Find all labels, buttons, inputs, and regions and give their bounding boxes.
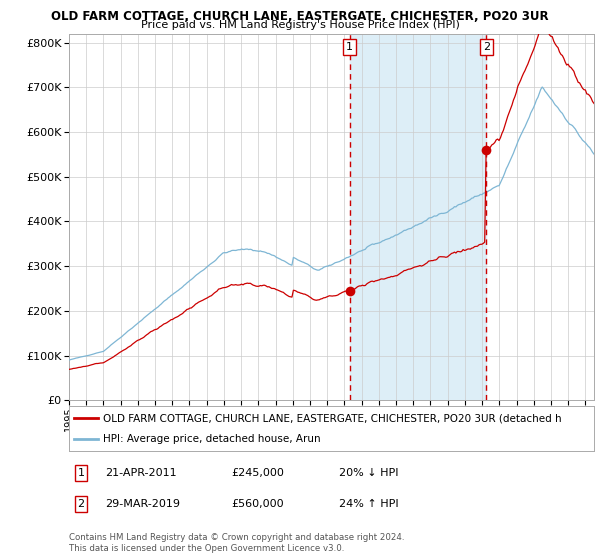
Text: 1: 1 bbox=[346, 42, 353, 52]
Text: 2: 2 bbox=[482, 42, 490, 52]
Text: £245,000: £245,000 bbox=[231, 468, 284, 478]
Text: 2: 2 bbox=[77, 499, 85, 509]
Text: 1: 1 bbox=[77, 468, 85, 478]
Text: HPI: Average price, detached house, Arun: HPI: Average price, detached house, Arun bbox=[103, 433, 321, 444]
Text: Price paid vs. HM Land Registry's House Price Index (HPI): Price paid vs. HM Land Registry's House … bbox=[140, 20, 460, 30]
Text: 24% ↑ HPI: 24% ↑ HPI bbox=[339, 499, 398, 509]
Text: Contains HM Land Registry data © Crown copyright and database right 2024.
This d: Contains HM Land Registry data © Crown c… bbox=[69, 533, 404, 553]
Bar bbox=[350, 34, 486, 400]
Text: 21-APR-2011: 21-APR-2011 bbox=[105, 468, 176, 478]
Text: 20% ↓ HPI: 20% ↓ HPI bbox=[339, 468, 398, 478]
Text: OLD FARM COTTAGE, CHURCH LANE, EASTERGATE, CHICHESTER, PO20 3UR (detached h: OLD FARM COTTAGE, CHURCH LANE, EASTERGAT… bbox=[103, 413, 562, 423]
Text: OLD FARM COTTAGE, CHURCH LANE, EASTERGATE, CHICHESTER, PO20 3UR: OLD FARM COTTAGE, CHURCH LANE, EASTERGAT… bbox=[51, 10, 549, 23]
Text: £560,000: £560,000 bbox=[231, 499, 284, 509]
Text: 29-MAR-2019: 29-MAR-2019 bbox=[105, 499, 180, 509]
